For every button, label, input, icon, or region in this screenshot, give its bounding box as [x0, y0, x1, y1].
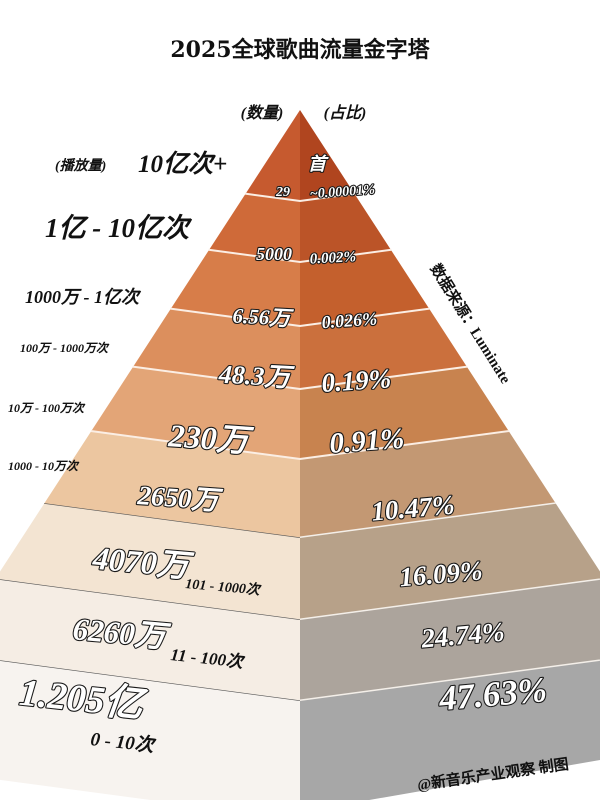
tier-0-right-face: [300, 110, 356, 202]
tier-3-right-face: [300, 309, 468, 390]
count-5: 2650万: [136, 480, 225, 516]
share-7: 24.74%: [419, 616, 506, 653]
count-column-header: (数量): [241, 104, 284, 122]
tier-6-right-face: [300, 503, 600, 620]
share-3: 0.19%: [320, 363, 392, 398]
tier-1-right-face: [300, 194, 392, 263]
count-0: 29: [275, 185, 290, 200]
range-label-4: 10万 - 100万次: [8, 401, 86, 415]
tier-8-right-face: [300, 660, 600, 800]
count-1: 5000: [256, 244, 292, 264]
share-1: 0.002%: [309, 249, 356, 267]
range-prefix: (播放量): [55, 157, 106, 174]
count-6: 4070万: [91, 540, 196, 585]
pyramid-faces: [0, 110, 600, 800]
range-label-1: 1亿 - 10亿次: [45, 213, 193, 243]
range-label-0: 10亿次+: [138, 150, 227, 178]
count-3: 48.3万: [217, 360, 295, 393]
tier-0-left-face: [244, 110, 300, 202]
count-2: 6.56万: [232, 304, 295, 331]
base-background: [300, 760, 600, 800]
tier-3-left-face: [132, 309, 300, 390]
tier-2-right-face: [300, 250, 430, 327]
count-4: 230万: [167, 417, 255, 459]
tier-2-left-face: [170, 250, 300, 327]
tier-6-left-face: [0, 503, 300, 620]
share-8: 47.63%: [437, 670, 549, 718]
tier-5-left-face: [44, 432, 300, 538]
range-label-5: 1000 - 10万次: [8, 459, 80, 473]
count-prefix: 首: [308, 154, 329, 174]
share-5: 10.47%: [370, 489, 456, 526]
tier-1-left-face: [208, 194, 300, 263]
tier-8-left-face: [0, 660, 300, 800]
chart-title: 2025全球歌曲流量金字塔: [170, 37, 430, 63]
share-column-header: (占比): [324, 104, 367, 122]
share-4: 0.91%: [328, 423, 405, 460]
range-label-3: 100万 - 1000万次: [20, 341, 110, 355]
tier-4-left-face: [90, 367, 300, 460]
share-0: ~0.00001%: [309, 183, 375, 203]
range-label-2: 1000万 - 1亿次: [25, 287, 142, 307]
tier-4-right-face: [300, 367, 510, 460]
share-2: 0.026%: [321, 308, 378, 332]
